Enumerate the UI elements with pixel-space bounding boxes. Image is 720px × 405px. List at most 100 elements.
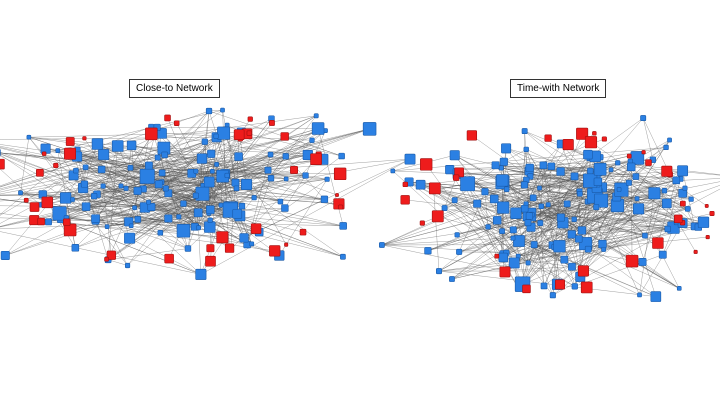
blue-node bbox=[213, 133, 219, 139]
edge bbox=[574, 176, 583, 231]
edge bbox=[0, 144, 223, 177]
edge bbox=[47, 124, 228, 203]
blue-node bbox=[498, 165, 504, 171]
blue-node bbox=[340, 253, 346, 260]
edge bbox=[103, 185, 179, 218]
edge bbox=[631, 166, 720, 176]
edge bbox=[164, 141, 205, 156]
red-node bbox=[284, 242, 289, 247]
edge bbox=[28, 131, 242, 138]
blue-node bbox=[118, 183, 124, 189]
edge bbox=[0, 198, 41, 206]
blue-node bbox=[587, 167, 594, 175]
red-node bbox=[592, 131, 597, 136]
edge bbox=[381, 169, 601, 246]
blue-node bbox=[510, 207, 522, 219]
red-node bbox=[562, 138, 574, 151]
blue-node bbox=[667, 137, 672, 143]
blue-node bbox=[684, 206, 691, 212]
edge bbox=[65, 156, 286, 199]
edge bbox=[225, 154, 308, 175]
edge bbox=[426, 164, 504, 271]
blue-node bbox=[338, 152, 345, 160]
red-node bbox=[173, 120, 180, 126]
blue-node bbox=[523, 146, 529, 153]
blue-node bbox=[90, 193, 98, 200]
edge bbox=[528, 162, 649, 264]
blue-node bbox=[233, 185, 240, 192]
blue-node bbox=[309, 137, 315, 143]
blue-node bbox=[164, 214, 173, 223]
edge bbox=[476, 203, 523, 285]
red-node bbox=[246, 130, 252, 136]
edge bbox=[73, 153, 212, 157]
red-node bbox=[65, 137, 75, 146]
blue-node bbox=[520, 181, 528, 189]
blue-node bbox=[593, 162, 607, 176]
red-node bbox=[453, 174, 460, 181]
edge bbox=[161, 110, 210, 183]
red-node bbox=[494, 253, 500, 259]
red-node bbox=[299, 228, 307, 236]
edge bbox=[534, 244, 565, 260]
blue-node bbox=[509, 226, 517, 234]
red-node bbox=[402, 181, 409, 188]
blue-node bbox=[133, 186, 142, 195]
blue-node bbox=[249, 241, 255, 247]
blue-node bbox=[104, 224, 110, 229]
blue-node bbox=[124, 232, 136, 244]
blue-node bbox=[676, 286, 682, 291]
blue-node bbox=[132, 205, 137, 211]
blue-node bbox=[207, 217, 213, 223]
edge bbox=[26, 200, 210, 228]
red-node bbox=[63, 218, 71, 226]
red-node bbox=[709, 210, 715, 216]
red-node bbox=[233, 129, 245, 141]
red-node bbox=[145, 127, 158, 141]
edge bbox=[210, 128, 319, 210]
edge bbox=[444, 177, 457, 209]
blue-node bbox=[26, 134, 32, 140]
blue-node bbox=[267, 151, 274, 158]
blue-node bbox=[224, 122, 230, 128]
blue-node bbox=[642, 232, 648, 239]
red-node bbox=[310, 153, 322, 166]
edge bbox=[20, 137, 30, 193]
blue-node bbox=[540, 282, 548, 290]
blue-node bbox=[71, 244, 80, 252]
edge bbox=[494, 198, 503, 232]
edge bbox=[527, 154, 589, 263]
edge bbox=[168, 193, 195, 227]
blue-node bbox=[91, 138, 104, 150]
red-node bbox=[290, 165, 298, 174]
red-node bbox=[431, 210, 444, 223]
blue-node bbox=[498, 252, 509, 263]
edge bbox=[657, 180, 677, 244]
blue-node bbox=[451, 197, 458, 204]
blue-node bbox=[238, 202, 246, 210]
edge bbox=[284, 175, 306, 209]
red-node bbox=[29, 202, 40, 212]
blue-node bbox=[193, 208, 203, 218]
edge bbox=[73, 156, 169, 194]
blue-node bbox=[146, 199, 151, 205]
edge bbox=[117, 145, 319, 155]
blue-node bbox=[282, 153, 289, 160]
edge bbox=[226, 130, 326, 215]
edge bbox=[494, 198, 668, 230]
red-node bbox=[704, 204, 709, 208]
blue-node bbox=[571, 216, 577, 223]
edge bbox=[241, 131, 342, 157]
blue-node bbox=[460, 176, 475, 192]
blue-node bbox=[510, 235, 516, 241]
blue-node bbox=[209, 168, 215, 174]
blue-node bbox=[637, 292, 642, 298]
blue-node bbox=[192, 192, 199, 199]
blue-node bbox=[454, 232, 460, 238]
blue-node bbox=[55, 148, 61, 154]
blue-node bbox=[283, 176, 289, 182]
blue-node bbox=[601, 246, 607, 252]
edge bbox=[226, 214, 230, 249]
